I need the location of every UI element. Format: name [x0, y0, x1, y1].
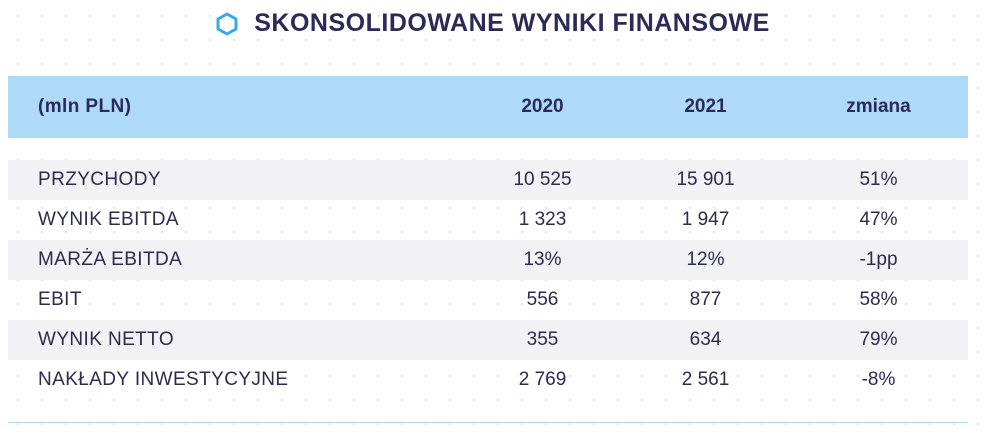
row-value-2020: 1 323: [518, 209, 567, 230]
row-change: 79%: [859, 329, 898, 350]
row-label: WYNIK EBITDA: [38, 209, 179, 230]
row-change: -8%: [861, 369, 896, 390]
row-label: MARŻA EBITDA: [38, 249, 183, 270]
table-row: WYNIK NETTO 355 634 79%: [8, 320, 968, 360]
row-change: -1pp: [859, 249, 898, 270]
financial-results-table: (mln PLN) 2020 2021 zmiana PRZYCHODY 10 …: [8, 76, 968, 400]
header-change: zmiana: [846, 96, 911, 117]
page-title-text: SKONSOLIDOWANE WYNIKI FINANSOWE: [254, 9, 770, 37]
page-title: SKONSOLIDOWANE WYNIKI FINANSOWE: [0, 9, 986, 38]
row-value-2021: 634: [689, 329, 722, 350]
table-bottom-divider: [8, 422, 968, 423]
row-value-2021: 2 561: [681, 369, 730, 390]
row-value-2020: 13%: [523, 249, 562, 270]
row-value-2021: 1 947: [681, 209, 730, 230]
row-label: PRZYCHODY: [38, 169, 161, 190]
row-change: 47%: [859, 209, 898, 230]
row-label: EBIT: [38, 289, 82, 310]
table-row: EBIT 556 877 58%: [8, 280, 968, 320]
row-value-2020: 10 525: [513, 169, 572, 190]
table-row: WYNIK EBITDA 1 323 1 947 47%: [8, 200, 968, 240]
table-row: MARŻA EBITDA 13% 12% -1pp: [8, 240, 968, 280]
table-header: (mln PLN) 2020 2021 zmiana: [8, 76, 968, 138]
row-value-2021: 15 901: [676, 169, 735, 190]
row-value-2020: 355: [526, 329, 559, 350]
row-value-2020: 556: [526, 289, 559, 310]
row-label: NAKŁADY INWESTYCYJNE: [38, 369, 289, 390]
table-body: PRZYCHODY 10 525 15 901 51% WYNIK EBITDA…: [8, 160, 968, 400]
hexagon-icon: [216, 12, 238, 35]
row-change: 58%: [859, 289, 898, 310]
header-unit: (mln PLN): [38, 96, 132, 117]
row-change: 51%: [859, 169, 898, 190]
header-2021: 2021: [684, 96, 727, 117]
header-2020: 2020: [521, 96, 564, 117]
row-value-2021: 877: [689, 289, 722, 310]
row-label: WYNIK NETTO: [38, 329, 174, 350]
table-row: NAKŁADY INWESTYCYJNE 2 769 2 561 -8%: [8, 360, 968, 400]
row-value-2021: 12%: [686, 249, 725, 270]
row-value-2020: 2 769: [518, 369, 567, 390]
table-row: PRZYCHODY 10 525 15 901 51%: [8, 160, 968, 200]
